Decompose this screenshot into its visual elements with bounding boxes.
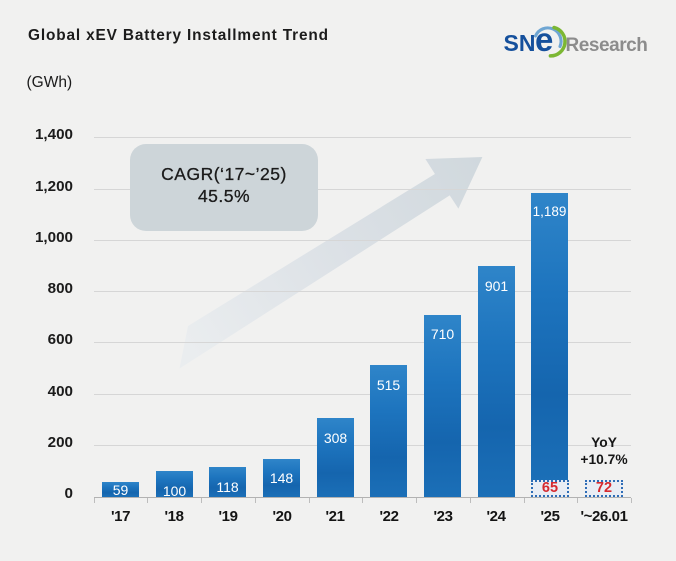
svg-text:Research: Research <box>566 35 648 56</box>
svg-text:SN: SN <box>504 30 536 56</box>
svg-text:e: e <box>535 21 553 58</box>
